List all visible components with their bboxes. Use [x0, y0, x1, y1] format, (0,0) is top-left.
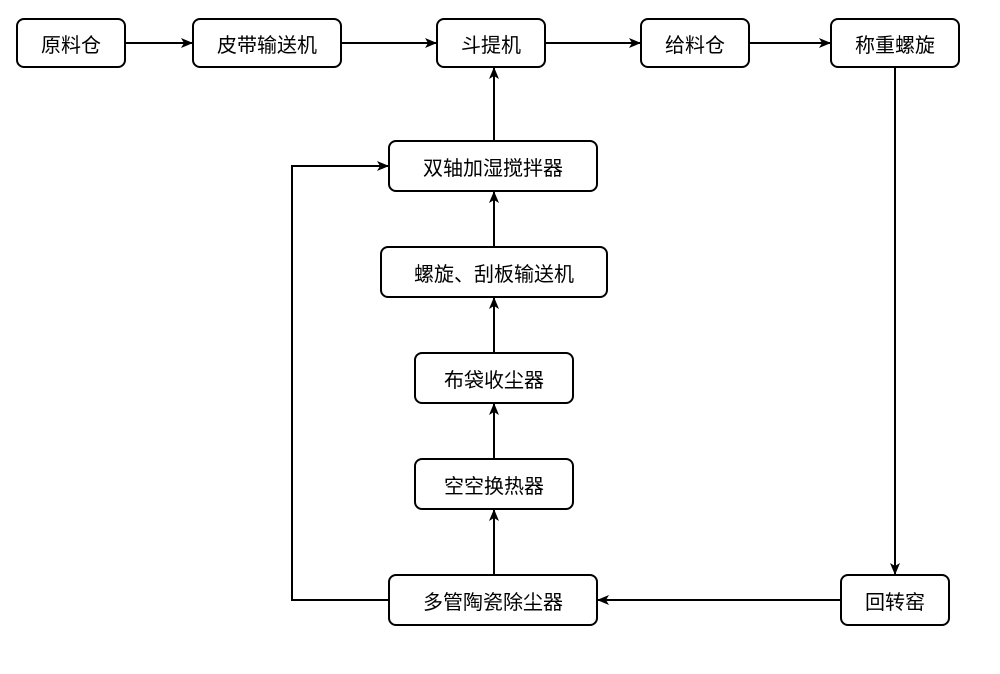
node-raw_bin: 原料仓: [16, 18, 126, 68]
node-weigh_screw: 称重螺旋: [830, 18, 960, 68]
node-screw_scraper: 螺旋、刮板输送机: [380, 246, 608, 298]
node-bag_filter: 布袋收尘器: [414, 352, 574, 404]
edges-layer: [0, 0, 1000, 674]
node-air_exchanger: 空空换热器: [414, 458, 574, 510]
node-bucket_elevator: 斗提机: [436, 18, 546, 68]
node-ceramic_filter: 多管陶瓷除尘器: [388, 574, 598, 626]
node-twin_mixer: 双轴加湿搅拌器: [388, 140, 598, 192]
node-rotary_kiln: 回转窑: [840, 574, 950, 626]
node-feed_bin: 给料仓: [640, 18, 750, 68]
node-belt_conveyor: 皮带输送机: [192, 18, 342, 68]
edge-ceramic_filter-to-twin_mixer: [292, 166, 388, 600]
